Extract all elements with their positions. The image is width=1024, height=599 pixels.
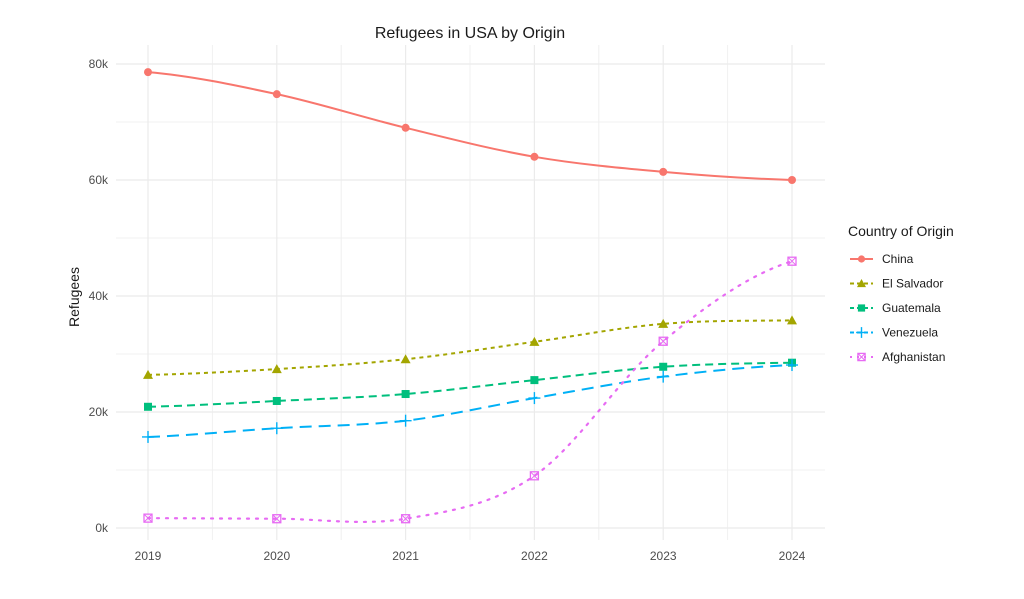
legend-label: Guatemala (882, 301, 941, 315)
y-tick-label: 40k (89, 289, 109, 303)
y-axis: 0k 20k 40k 60k 80k (89, 57, 109, 535)
data-point (659, 167, 668, 176)
chart-title: Refugees in USA by Origin (375, 25, 565, 42)
data-point (400, 514, 411, 524)
data-point (272, 90, 281, 99)
x-tick-label: 2020 (263, 549, 290, 563)
data-point (271, 364, 282, 374)
legend-marker (857, 304, 866, 312)
x-tick-label: 2024 (779, 549, 806, 563)
y-tick-label: 0k (95, 521, 109, 535)
data-point (142, 430, 154, 443)
x-tick-label: 2021 (392, 549, 419, 563)
data-point (272, 396, 281, 405)
x-tick-label: 2023 (650, 549, 677, 563)
data-point (143, 369, 153, 379)
grid (116, 45, 825, 540)
series-el-salvador (143, 315, 797, 379)
legend-item: Guatemala (850, 301, 941, 315)
legend-marker (857, 255, 866, 263)
series-group (142, 68, 798, 524)
legend-title: Country of Origin (848, 223, 954, 239)
data-point (658, 336, 668, 346)
series-afghanistan (143, 256, 797, 524)
legend-marker (857, 279, 866, 288)
series-line (147, 319, 793, 376)
x-axis: 2019 2020 2021 2022 2023 2024 (135, 549, 806, 563)
data-point (399, 414, 412, 427)
data-point (144, 68, 152, 77)
data-point (272, 514, 282, 524)
data-point (270, 422, 283, 435)
series-china (144, 68, 796, 184)
series-venezuela (142, 359, 798, 443)
x-tick-label: 2022 (521, 549, 548, 563)
legend-item: China (850, 252, 914, 266)
legend-marker (856, 327, 867, 338)
data-point (400, 354, 411, 364)
data-point (529, 471, 540, 481)
legend-label: Venezuela (882, 326, 938, 340)
data-point (657, 370, 670, 383)
data-point (788, 176, 796, 184)
data-point (143, 513, 153, 523)
legend-item: El Salvador (850, 277, 943, 291)
legend-label: China (882, 252, 914, 266)
legend-item: Venezuela (850, 326, 938, 340)
data-point (529, 336, 540, 346)
legend-label: El Salvador (882, 277, 943, 291)
data-point (787, 256, 797, 266)
data-point (144, 402, 152, 411)
legend: Country of Origin China El Salvador Guatem… (848, 223, 954, 364)
series-line (147, 71, 793, 181)
data-point (530, 376, 539, 385)
data-point (787, 315, 797, 325)
data-point (658, 318, 669, 328)
data-point (528, 392, 541, 405)
data-point (786, 359, 798, 372)
series-line (147, 364, 793, 438)
y-tick-label: 20k (89, 405, 109, 419)
data-point (401, 123, 410, 132)
y-tick-label: 80k (89, 57, 109, 71)
series-line (146, 260, 794, 524)
y-axis-title: Refugees (66, 267, 82, 327)
data-point (401, 390, 410, 399)
y-tick-label: 60k (89, 173, 109, 187)
data-point (659, 362, 668, 371)
x-tick-label: 2019 (135, 549, 162, 563)
legend-item: Afghanistan (850, 350, 945, 364)
data-point (530, 152, 539, 161)
legend-marker (857, 352, 866, 362)
legend-label: Afghanistan (882, 350, 945, 364)
